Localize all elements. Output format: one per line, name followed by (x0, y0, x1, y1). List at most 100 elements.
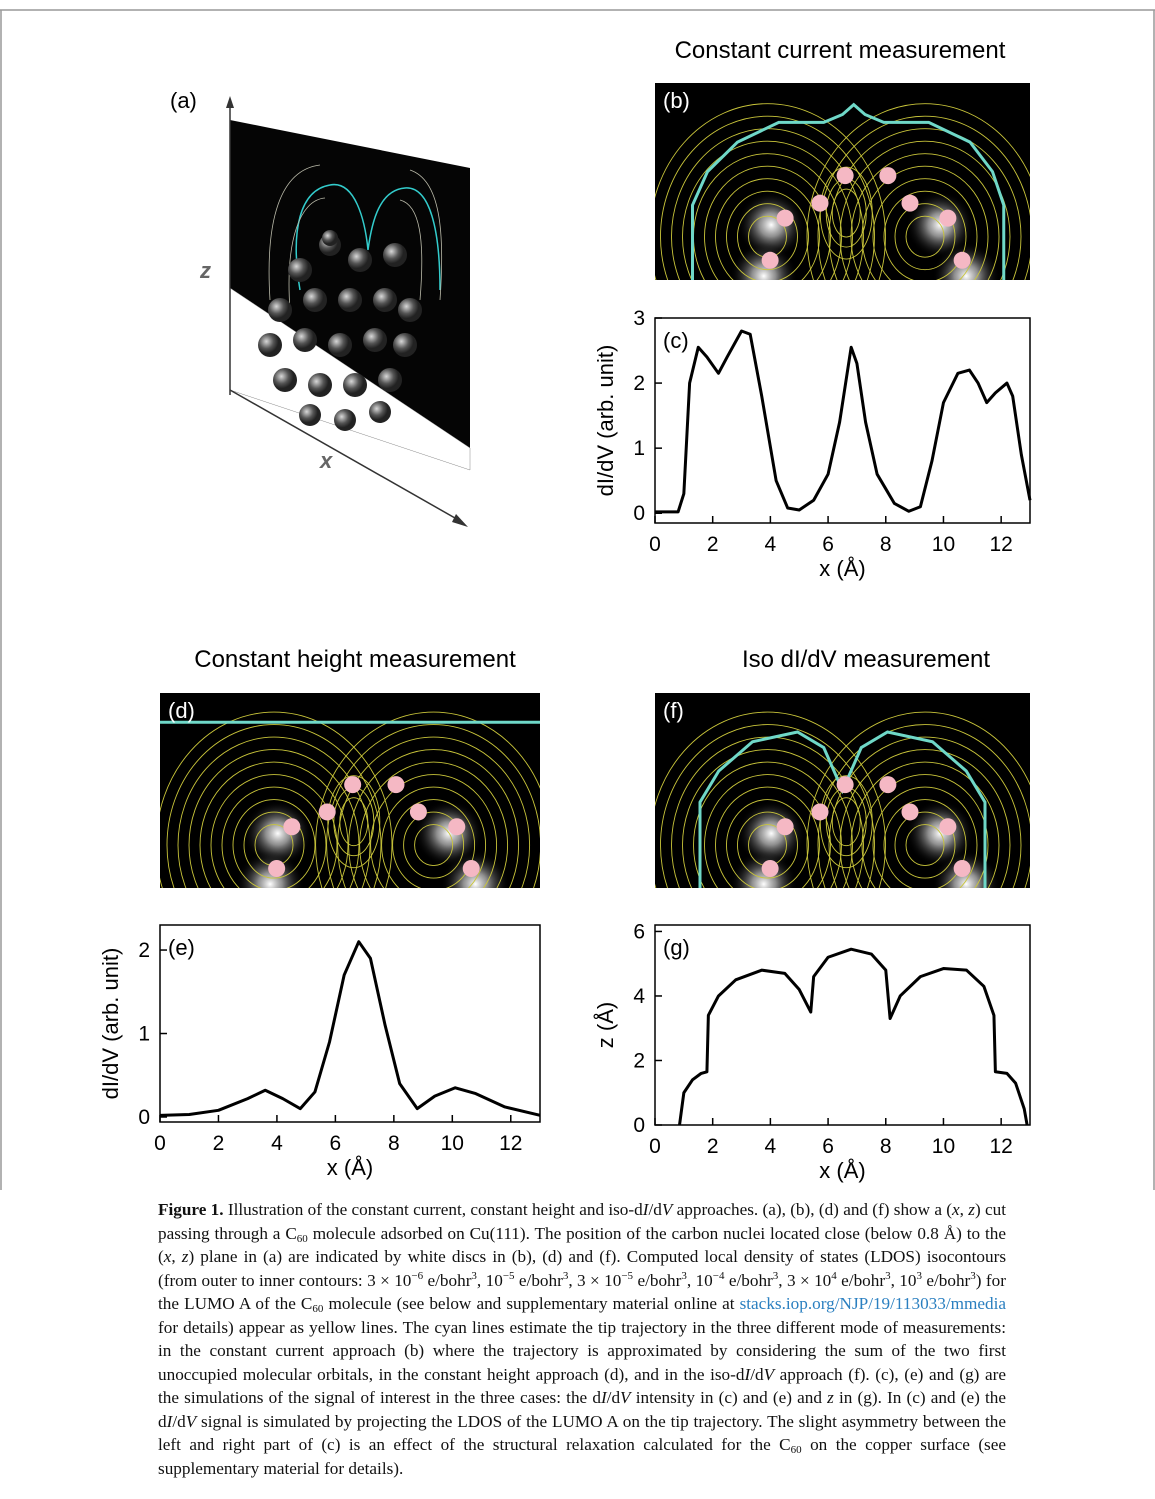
caption-text: 4 (831, 1269, 837, 1282)
y-tick-label: 2 (138, 939, 150, 962)
x-tick-label: 10 (932, 1135, 955, 1158)
carbon-nucleus (901, 803, 919, 821)
caption-text: ) cut passing through a C (158, 1200, 1007, 1243)
carbon-nucleus (268, 860, 286, 877)
caption-text: Illustration of the constant current, co… (227, 1200, 643, 1219)
isocontour (828, 736, 1022, 888)
panel-label: (b) (663, 88, 690, 113)
y-axis-label: z (Å) (593, 1002, 618, 1048)
x-tick-label: 0 (649, 1135, 661, 1158)
density-glow (730, 850, 798, 888)
figure: Constant current measurement Constant he… (0, 9, 1155, 1190)
isocontour (348, 749, 520, 888)
isocontour (177, 736, 371, 888)
caption-text: 3 (681, 1269, 687, 1282)
x-axis-label: x (Å) (327, 1155, 373, 1180)
x-tick-label: 4 (765, 533, 777, 556)
isocontour (726, 799, 809, 888)
caption-text: 3 (471, 1269, 477, 1282)
x-tick-label: 12 (989, 1135, 1012, 1158)
caption-text: , 3 × 10 (778, 1270, 832, 1290)
x-tick-label: 6 (822, 533, 834, 556)
carbon-nucleus (409, 803, 427, 821)
x-tick-label: 6 (822, 1135, 834, 1158)
isocontour (359, 761, 509, 888)
caption-link[interactable]: stacks.iop.org/NJP/19/113033/mmedia (739, 1294, 1006, 1313)
caption-text: I (744, 1364, 751, 1384)
isocontour (806, 103, 1030, 280)
caption: Figure 1. Illustration of the constant c… (158, 1198, 1006, 1480)
data-line (678, 947, 1029, 1126)
carbon-nucleus (939, 209, 957, 227)
x-tick-label: 12 (499, 1132, 522, 1155)
caption-text: e/bohr (836, 1270, 886, 1290)
contour-layer (655, 693, 1030, 888)
carbon-nucleus (761, 251, 779, 269)
isocontour (403, 811, 465, 879)
data-line (655, 329, 1032, 514)
isocontour (894, 203, 956, 271)
caption-text: V (185, 1411, 197, 1431)
isocontour (188, 749, 360, 888)
isocontour (883, 190, 967, 280)
carbon-nucleus (776, 209, 794, 227)
axis-label: x (319, 448, 333, 473)
isocontour (414, 824, 454, 867)
x-tick-label: 4 (765, 1135, 777, 1158)
caption-text: , (171, 1247, 182, 1266)
axis-label: z (199, 258, 211, 283)
caption-text: signal is simulated by projecting the LD… (158, 1411, 1006, 1455)
caption-text: molecule (see below and supplementary ma… (323, 1294, 740, 1313)
isocontour (905, 824, 945, 867)
carbon-nucleus (462, 860, 480, 877)
isocontour (655, 103, 886, 280)
carbon-nucleus (811, 803, 829, 821)
caption-text: V (620, 1388, 631, 1407)
x-tick-label: 6 (330, 1132, 342, 1155)
contour-layer (160, 693, 540, 888)
caption-text: ) plane in (a) are indicated by white di… (158, 1247, 1007, 1290)
caption-text: V (661, 1200, 673, 1219)
heading: Constant height measurement (194, 646, 516, 673)
carbon-nucleus (344, 776, 362, 794)
isocontour (381, 786, 487, 888)
caption-text: e/bohr (423, 1270, 472, 1290)
isocontour (861, 774, 989, 888)
panel-label: (d) (168, 698, 195, 723)
isocontour (660, 115, 875, 280)
carbon-nucleus (901, 194, 919, 212)
carbon-nucleus (283, 818, 301, 836)
isocontour (905, 215, 945, 258)
heading: Iso dI/dV measurement (742, 646, 990, 673)
isocontour (210, 774, 338, 888)
isocontour (883, 799, 967, 888)
isocontour (327, 775, 381, 869)
isocontour (166, 724, 382, 888)
x-tick-label: 0 (154, 1132, 166, 1155)
panel-label: (e) (168, 935, 195, 960)
carbon-nucleus (836, 776, 854, 794)
x-axis-label: x (Å) (819, 556, 865, 581)
data-line (159, 940, 541, 1117)
carbon-nucleus (776, 818, 794, 836)
density-glow (737, 191, 805, 259)
isocontour (726, 190, 809, 280)
isocontour (894, 811, 956, 879)
caption-text: intensity in (c) and (e) and (630, 1388, 828, 1407)
y-axis-label: dI/dV (arb. unit) (593, 345, 618, 497)
density-glow (932, 850, 1000, 888)
panel-a-illustration (226, 96, 471, 527)
caption-text: on the copper surface (see supplementary… (158, 1435, 1007, 1478)
isocontour (839, 140, 1011, 280)
caption-text: I (642, 1200, 649, 1219)
isocontour (828, 128, 1022, 280)
x-tick-label: 8 (880, 1135, 892, 1158)
density-glow (243, 800, 312, 867)
caption-text: , 10 (890, 1270, 917, 1290)
y-axis-label: dI/dV (arb. unit) (98, 948, 123, 1100)
isocontour (199, 761, 349, 888)
x-tick-label: 2 (213, 1132, 225, 1155)
caption-text: e/bohr (514, 1270, 563, 1290)
isocontour (337, 736, 531, 888)
caption-text: approach (f). (c), (e) and (g) are the s… (158, 1364, 1006, 1408)
